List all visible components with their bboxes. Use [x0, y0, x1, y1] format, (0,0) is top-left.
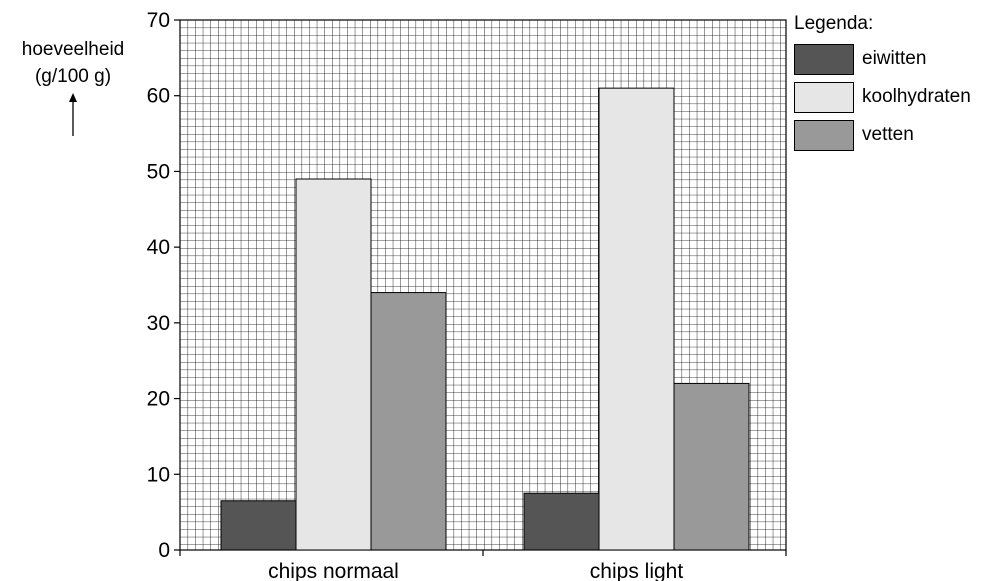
legend-item-vetten: vetten [794, 116, 971, 154]
y-tick-label: 10 [147, 463, 170, 486]
legend-item-koolhydraten: koolhydraten [794, 78, 971, 116]
legend: Legenda: eiwitten koolhydraten vetten [794, 13, 971, 154]
up-arrow-icon [69, 93, 77, 136]
x-tick-label: chips light [590, 560, 684, 581]
legend-label: koolhydraten [862, 86, 971, 107]
y-axis-label-line2: (g/100 g) [34, 66, 112, 87]
x-tick-label: chips normaal [268, 560, 399, 581]
y-tick-label: 50 [147, 160, 170, 183]
bar-vetten-1 [673, 382, 750, 551]
y-tick-label: 30 [147, 312, 170, 335]
y-tick-label: 60 [147, 85, 170, 108]
legend-label: vetten [862, 124, 914, 145]
legend-item-eiwitten: eiwitten [794, 40, 971, 78]
y-axis-label-line1: hoeveelheid [21, 39, 125, 60]
bar-eiwitten-1 [523, 492, 600, 551]
legend-title: Legenda: [794, 13, 874, 34]
y-tick-label: 0 [158, 539, 170, 562]
y-tick-label: 20 [147, 388, 170, 411]
bar-eiwitten-0 [220, 500, 297, 551]
bar-koolhydraten-1 [598, 87, 675, 551]
y-tick-label: 70 [147, 9, 170, 32]
y-axis-label: hoeveelheid (g/100 g) [8, 36, 138, 138]
legend-swatch [794, 119, 854, 151]
legend-swatch [794, 43, 854, 75]
bar-vetten-0 [370, 292, 447, 551]
bar-koolhydraten-0 [295, 178, 372, 551]
legend-label: eiwitten [862, 48, 927, 69]
legend-swatch [794, 81, 854, 113]
y-tick-label: 40 [147, 236, 170, 259]
